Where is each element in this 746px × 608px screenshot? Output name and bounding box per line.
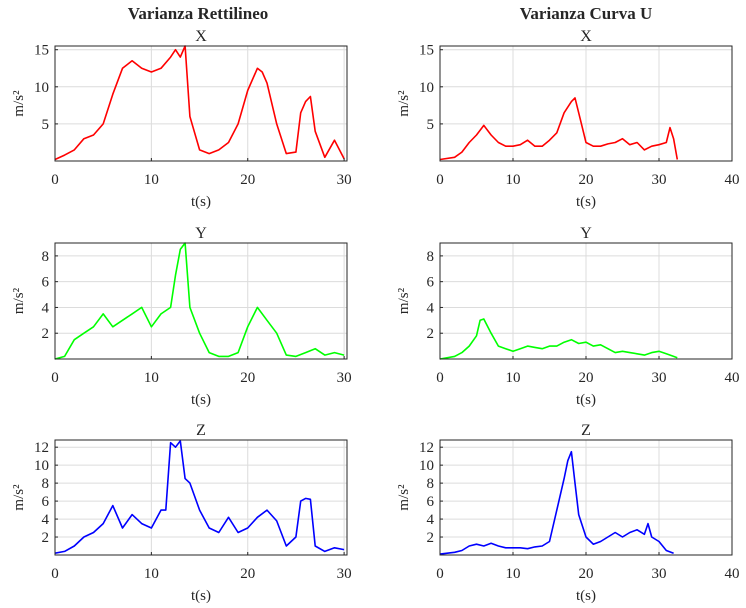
x-tick-label: 10 xyxy=(144,566,159,582)
y-tick-label: 10 xyxy=(34,458,49,474)
y-tick-label: 6 xyxy=(42,494,50,510)
y-tick-label: 4 xyxy=(42,300,50,316)
axes-frame xyxy=(54,45,348,162)
y-tick-label: 10 xyxy=(419,458,434,474)
subplot-y-left: 0 10 20 30 2 4 6 8 Yt(s) m/s² xyxy=(11,225,352,408)
series-line xyxy=(54,440,345,554)
axes-title: X xyxy=(195,28,207,45)
x-tick-label: 0 xyxy=(436,172,444,188)
series-line xyxy=(54,45,345,161)
column-title-left: Varianza Rettilineo xyxy=(128,4,269,23)
plot-area xyxy=(55,46,347,161)
x-tick-label: 10 xyxy=(506,566,521,582)
x-axis-label: t(s) xyxy=(191,392,211,408)
axes-frame xyxy=(54,242,348,360)
x-tick-label: 0 xyxy=(436,370,444,386)
y-tick-label: 12 xyxy=(419,440,434,456)
axes-title: Z xyxy=(581,422,591,439)
x-tick-label: 40 xyxy=(725,566,740,582)
x-tick-label: 10 xyxy=(506,172,521,188)
y-tick-label: 5 xyxy=(42,117,50,133)
y-tick-label: 15 xyxy=(419,43,434,59)
x-tick-label: 0 xyxy=(436,566,444,582)
y-axis-label: m/s² xyxy=(11,90,27,117)
x-axis-label: t(s) xyxy=(576,194,596,210)
y-axis-label: m/s² xyxy=(11,484,27,511)
subplot-z-right: 0 10 20 30 40 2 4 6 8 10 12 Zt(s) m/s² xyxy=(396,422,740,604)
subplot-z-left: 0 10 20 30 2 4 6 8 10 12 Zt(s) m/s² xyxy=(11,422,352,604)
x-tick-label: 40 xyxy=(725,172,740,188)
x-tick-label: 20 xyxy=(579,370,594,386)
y-axis-label: m/s² xyxy=(396,287,412,314)
y-tick-label: 8 xyxy=(427,249,435,265)
y-tick-label: 15 xyxy=(34,43,49,59)
y-tick-label: 6 xyxy=(427,275,435,291)
y-tick-label: 4 xyxy=(427,512,435,528)
y-tick-label: 2 xyxy=(42,530,50,546)
y-tick-label: 12 xyxy=(34,440,49,456)
x-tick-label: 20 xyxy=(240,370,255,386)
x-tick-label: 20 xyxy=(240,566,255,582)
y-tick-label: 2 xyxy=(427,326,435,342)
y-tick-label: 10 xyxy=(34,80,49,96)
series-line xyxy=(439,97,679,161)
y-tick-label: 8 xyxy=(42,476,50,492)
x-tick-label: 20 xyxy=(240,172,255,188)
y-tick-label: 8 xyxy=(427,476,435,492)
y-tick-label: 2 xyxy=(42,326,50,342)
y-axis-label: m/s² xyxy=(11,287,27,314)
y-axis-label: m/s² xyxy=(396,90,412,117)
axes-frame xyxy=(54,439,348,556)
x-tick-label: 30 xyxy=(337,172,352,188)
x-axis-label: t(s) xyxy=(191,194,211,210)
x-axis-label: t(s) xyxy=(576,392,596,408)
series-line xyxy=(54,242,345,360)
axes-title: Z xyxy=(196,422,206,439)
subplot-x-right: 0 10 20 30 40 5 10 15 Xt(s) m/s² xyxy=(396,28,740,210)
x-tick-label: 0 xyxy=(51,370,59,386)
x-axis-label: t(s) xyxy=(191,588,211,604)
y-tick-label: 6 xyxy=(42,275,50,291)
x-tick-label: 10 xyxy=(144,370,159,386)
y-tick-label: 2 xyxy=(427,530,435,546)
x-tick-label: 30 xyxy=(652,566,667,582)
y-tick-label: 10 xyxy=(419,80,434,96)
x-tick-label: 40 xyxy=(725,370,740,386)
plot-area xyxy=(55,440,347,555)
subplot-y-right: 0 10 20 30 40 2 4 6 8 Yt(s) m/s² xyxy=(396,225,740,408)
axes-title: Y xyxy=(580,225,592,242)
series-line xyxy=(439,318,678,360)
x-tick-label: 20 xyxy=(579,566,594,582)
y-axis-label: m/s² xyxy=(396,484,412,511)
axes-title: Y xyxy=(195,225,207,242)
x-tick-label: 30 xyxy=(337,370,352,386)
column-title-right: Varianza Curva U xyxy=(520,4,653,23)
y-tick-label: 4 xyxy=(42,512,50,528)
x-tick-label: 0 xyxy=(51,172,59,188)
x-tick-label: 10 xyxy=(144,172,159,188)
series-line xyxy=(439,450,674,555)
x-axis-label: t(s) xyxy=(576,588,596,604)
x-tick-label: 10 xyxy=(506,370,521,386)
x-tick-label: 30 xyxy=(337,566,352,582)
y-tick-label: 4 xyxy=(427,300,435,316)
x-tick-label: 20 xyxy=(579,172,594,188)
y-tick-label: 8 xyxy=(42,249,50,265)
y-tick-label: 5 xyxy=(427,117,435,133)
y-tick-label: 6 xyxy=(427,494,435,510)
subplot-x-left: 0 10 20 30 5 10 15 Xt(s) m/s² xyxy=(11,28,352,210)
x-tick-label: 0 xyxy=(51,566,59,582)
axes-title: X xyxy=(580,28,592,45)
x-tick-label: 30 xyxy=(652,172,667,188)
x-tick-label: 30 xyxy=(652,370,667,386)
plot-area xyxy=(55,243,347,359)
